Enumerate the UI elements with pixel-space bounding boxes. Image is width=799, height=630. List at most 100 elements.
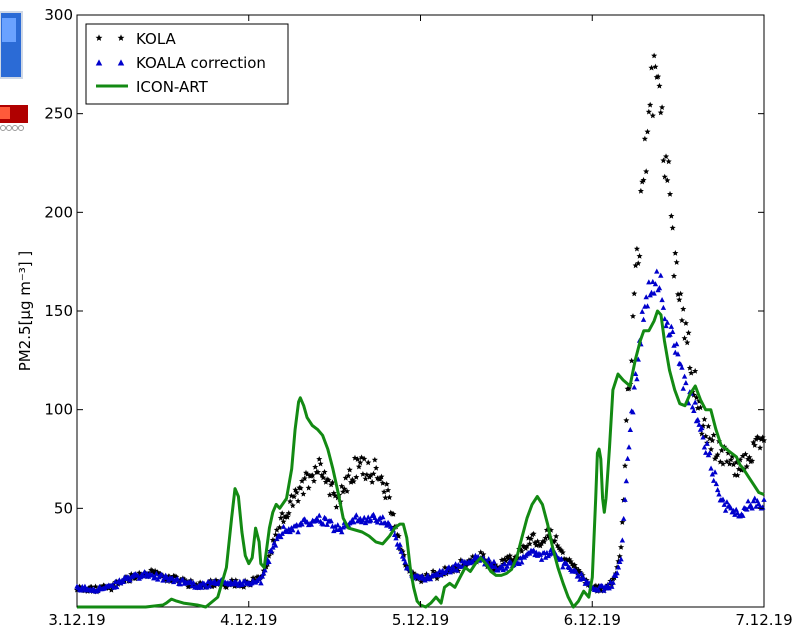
koala-point	[278, 533, 284, 540]
koala-point	[707, 449, 713, 456]
kola-point	[332, 492, 339, 499]
koala-point	[622, 496, 628, 502]
legend-label-koala: KOALA correction	[136, 54, 266, 72]
kola-point	[757, 444, 764, 451]
kola-point	[692, 367, 699, 374]
koala-point	[709, 471, 716, 477]
koala-point	[681, 373, 688, 379]
y-tick-label: 150	[44, 302, 73, 320]
kola-point	[505, 555, 512, 562]
kola-point	[355, 463, 362, 470]
koala-point	[669, 328, 676, 334]
kola-point	[547, 527, 554, 533]
kola-point	[291, 493, 298, 500]
koala-point	[546, 551, 553, 557]
kola-point	[518, 548, 525, 554]
kola-point	[710, 431, 717, 438]
kola-point	[186, 583, 193, 589]
kola-point	[379, 479, 386, 486]
koala-point	[491, 558, 497, 564]
kola-point	[690, 391, 697, 398]
kola-point	[304, 471, 311, 477]
kola-point	[631, 290, 638, 297]
kola-point	[154, 569, 161, 575]
cutoff-dots	[0, 125, 24, 131]
kola-point	[367, 472, 374, 478]
kola-point	[680, 305, 687, 312]
kola-point	[573, 565, 580, 571]
koala-point	[438, 572, 444, 578]
kola-point	[357, 459, 364, 466]
kola-point	[659, 104, 666, 110]
kola-point	[501, 556, 508, 562]
koala-point	[560, 564, 566, 570]
kola-point	[567, 558, 574, 565]
koala-point	[721, 501, 727, 507]
kola-point	[553, 533, 560, 539]
koala-point	[627, 426, 634, 432]
koala-point	[516, 560, 522, 566]
kola-point	[463, 563, 470, 569]
kola-point	[480, 551, 487, 558]
koala-point	[614, 570, 620, 576]
kola-point	[628, 357, 635, 364]
kola-point	[349, 476, 356, 483]
legend-entry-icon-art: ICON-ART	[96, 78, 209, 96]
kola-point	[571, 562, 578, 568]
kola-point	[326, 491, 333, 498]
koala-point	[256, 575, 263, 581]
koala-point	[272, 542, 279, 548]
koala-point	[712, 469, 718, 475]
koala-point	[259, 573, 266, 579]
koala-point	[189, 582, 195, 588]
kola-point	[660, 157, 667, 164]
kola-point	[664, 177, 671, 184]
kola-point	[727, 456, 734, 463]
koala-point	[295, 529, 301, 535]
kola-point	[761, 437, 767, 444]
kola-point	[665, 158, 672, 165]
kola-point	[705, 423, 712, 429]
kola-point	[542, 534, 549, 541]
kola-point	[649, 112, 656, 119]
kola-point	[667, 190, 674, 197]
kola-point	[263, 563, 270, 570]
kola-point	[663, 153, 670, 160]
kola-point	[92, 583, 99, 590]
legend: KOLA KOALA correction ICON-ART	[85, 23, 289, 105]
kola-point	[729, 453, 736, 460]
koala-point	[683, 380, 689, 386]
kola-point	[526, 540, 533, 547]
koala-point	[335, 522, 341, 528]
koala-point	[258, 580, 264, 586]
kola-point	[363, 471, 370, 478]
koala-point	[573, 568, 579, 574]
koala-point	[650, 278, 656, 284]
koala-point	[177, 581, 183, 587]
koala-point	[635, 356, 641, 362]
koala-point	[320, 521, 326, 527]
kola-point	[350, 478, 357, 485]
kola-point	[672, 250, 679, 256]
y-axis-label: PM2.5[µg m⁻³] ]	[16, 251, 34, 372]
kola-point	[299, 477, 306, 484]
kola-point	[629, 313, 636, 319]
kola-point	[701, 416, 708, 422]
koala-point	[713, 480, 720, 487]
koala-point	[673, 341, 680, 347]
kola-point	[354, 456, 361, 462]
koala-point	[664, 319, 671, 325]
koala-point	[374, 519, 381, 525]
kola-point	[498, 556, 505, 563]
koala-point	[701, 444, 708, 450]
koala-point	[623, 478, 630, 484]
koala-point	[601, 587, 607, 593]
kola-point	[309, 472, 316, 479]
koala-point	[328, 518, 334, 524]
kola-point	[708, 446, 715, 452]
koala-point	[361, 514, 367, 520]
kola-point	[656, 82, 663, 89]
kola-point	[381, 488, 388, 495]
kola-point	[637, 187, 644, 194]
kola-point	[652, 63, 659, 70]
